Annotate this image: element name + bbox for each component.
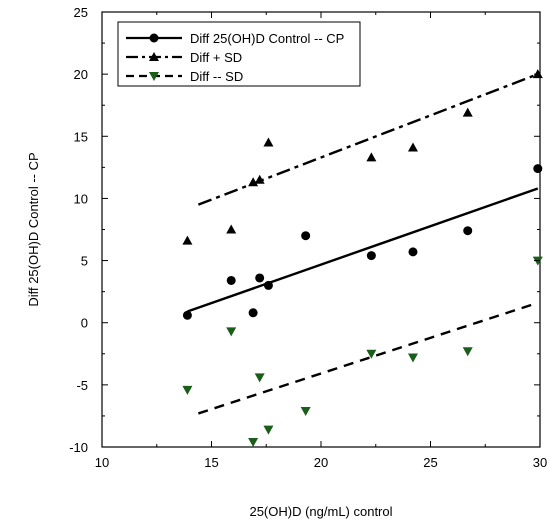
legend-marker-upper-sd — [149, 52, 159, 61]
fit-point — [301, 231, 311, 241]
y-tick-label: 15 — [74, 129, 88, 144]
axis-ticks: 10 15 20 25 30 -10 -5 0 5 10 15 20 25 — [69, 5, 547, 470]
x-tick-label: 15 — [204, 455, 218, 470]
lower-sd-point — [300, 406, 311, 416]
upper-sd-point — [263, 137, 274, 147]
fit-point — [248, 308, 258, 318]
y-tick-label: 0 — [81, 316, 88, 331]
x-tick-label: 10 — [95, 455, 109, 470]
upper-sd-point — [226, 224, 237, 234]
legend-marker-fit — [149, 33, 159, 43]
fit-point — [255, 273, 265, 283]
upper-sd-point — [462, 107, 473, 117]
fit-line — [187, 187, 539, 313]
y-tick-label: 10 — [74, 191, 88, 206]
y-tick-label: -10 — [69, 440, 88, 455]
lower-sd-point — [366, 349, 377, 359]
legend-label-fit: Diff 25(OH)D Control -- CP — [190, 31, 344, 46]
upper-sd-point — [248, 177, 259, 187]
fit-point — [226, 275, 236, 285]
legend-label-lower-sd: Diff -- SD — [190, 69, 243, 84]
lower-sd-point — [263, 425, 274, 435]
upper-sd-point — [182, 235, 193, 245]
legend: Diff 25(OH)D Control -- CP Diff + SD Diff … — [117, 21, 361, 87]
y-tick-label: 20 — [74, 67, 88, 82]
data-markers — [182, 69, 543, 448]
y-tick-label: 25 — [74, 5, 88, 20]
lower-sd-point — [462, 347, 473, 357]
y-tick-label: 5 — [81, 254, 88, 269]
lower-sd-point — [254, 373, 265, 383]
x-axis-title: 25(OH)D (ng/mL) control — [249, 504, 392, 519]
upper-sd-point — [366, 152, 377, 162]
y-axis-title: Diff 25(OH)D Control -- CP — [26, 152, 41, 306]
fit-point — [182, 310, 192, 320]
x-tick-label: 20 — [314, 455, 328, 470]
fit-point — [533, 164, 543, 174]
lower-sd-point — [407, 353, 418, 363]
lower-sd-line — [197, 301, 539, 415]
fit-point — [408, 247, 418, 257]
fit-point — [463, 226, 473, 236]
fit-lines — [187, 73, 539, 415]
legend-label-upper-sd: Diff + SD — [190, 50, 242, 65]
fit-point — [366, 251, 376, 261]
legend-marker-lower-sd — [149, 72, 159, 81]
upper-sd-point — [407, 142, 418, 152]
x-tick-label: 30 — [533, 455, 547, 470]
fit-point — [263, 280, 273, 290]
y-tick-label: -5 — [76, 378, 88, 393]
upper-sd-point — [254, 174, 265, 184]
lower-sd-point — [182, 385, 193, 395]
lower-sd-point — [248, 438, 259, 448]
lower-sd-point — [226, 327, 237, 337]
x-tick-label: 25 — [423, 455, 437, 470]
